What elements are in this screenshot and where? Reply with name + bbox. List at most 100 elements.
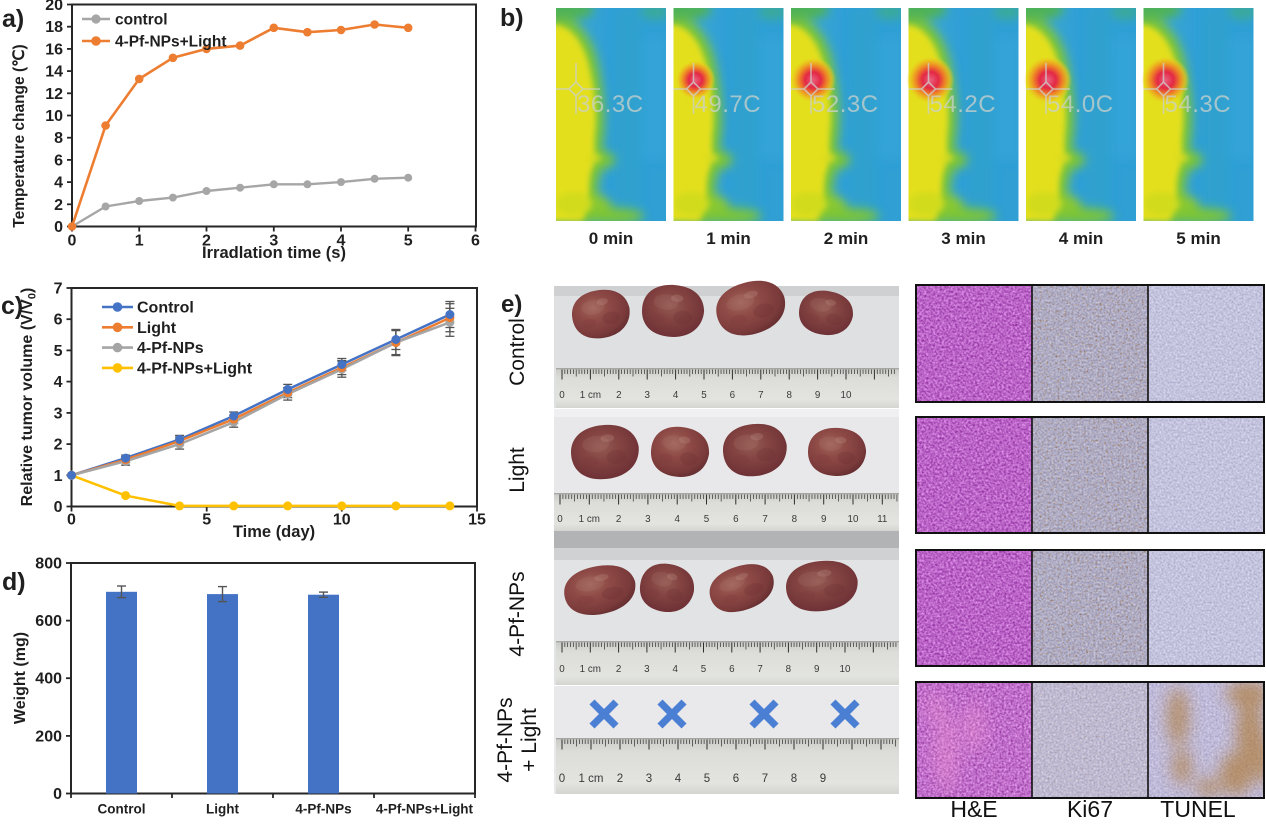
svg-text:52.3C: 52.3C — [812, 91, 879, 118]
svg-text:e): e) — [501, 291, 522, 318]
svg-text:4: 4 — [673, 390, 679, 401]
svg-text:4: 4 — [672, 664, 678, 675]
svg-text:0: 0 — [53, 786, 62, 803]
svg-text:3: 3 — [54, 405, 63, 422]
svg-text:54.3C: 54.3C — [1165, 91, 1232, 118]
svg-text:control: control — [115, 12, 168, 29]
svg-text:200: 200 — [35, 728, 62, 745]
svg-text:8: 8 — [786, 390, 792, 401]
svg-text:0: 0 — [54, 219, 63, 236]
svg-text:9: 9 — [814, 664, 819, 675]
svg-text:49.7C: 49.7C — [695, 91, 762, 118]
svg-text:Weight (mg): Weight (mg) — [12, 632, 29, 724]
svg-text:6: 6 — [733, 514, 739, 525]
svg-text:2: 2 — [616, 664, 621, 675]
svg-text:7: 7 — [762, 773, 768, 785]
svg-text:Control: Control — [137, 300, 194, 317]
svg-text:0: 0 — [67, 512, 76, 529]
svg-text:3: 3 — [269, 233, 278, 250]
svg-text:11: 11 — [877, 514, 887, 525]
svg-text:3: 3 — [645, 514, 651, 525]
svg-text:Temperature change (℃): Temperature change (℃) — [11, 44, 28, 227]
svg-text:Light: Light — [137, 320, 177, 337]
svg-text:6: 6 — [730, 390, 736, 401]
svg-text:1: 1 — [54, 468, 63, 485]
svg-text:0: 0 — [54, 499, 63, 516]
svg-text:6: 6 — [54, 312, 63, 329]
svg-text:0: 0 — [68, 233, 77, 250]
svg-text:4 min: 4 min — [1059, 229, 1103, 248]
svg-text:Light: Light — [506, 447, 529, 493]
svg-text:36.3C: 36.3C — [577, 91, 644, 118]
svg-text:c): c) — [1, 292, 23, 320]
svg-text:15: 15 — [468, 512, 486, 529]
svg-text:4-Pf-NPs: 4-Pf-NPs — [295, 802, 351, 817]
svg-text:3 min: 3 min — [941, 229, 985, 248]
svg-text:1 cm: 1 cm — [579, 773, 604, 785]
svg-text:4: 4 — [54, 374, 63, 391]
svg-text:Light: Light — [206, 802, 239, 817]
svg-text:10: 10 — [333, 512, 351, 529]
svg-text:d): d) — [2, 568, 26, 596]
svg-text:8: 8 — [791, 773, 797, 785]
svg-text:0 min: 0 min — [589, 229, 633, 248]
svg-text:2: 2 — [54, 197, 63, 214]
svg-text:5: 5 — [202, 512, 211, 529]
svg-text:10: 10 — [840, 664, 851, 675]
svg-text:4: 4 — [675, 773, 682, 785]
svg-text:600: 600 — [35, 613, 62, 630]
svg-text:0: 0 — [559, 773, 565, 785]
svg-text:Irradlation time (s): Irradlation time (s) — [202, 244, 346, 262]
svg-text:1: 1 — [135, 233, 144, 250]
svg-text:12: 12 — [45, 86, 63, 103]
svg-text:16: 16 — [45, 41, 63, 58]
svg-text:10: 10 — [848, 514, 859, 525]
svg-text:Relative tumor volume (V/V0): Relative tumor volume (V/V0) — [19, 288, 39, 507]
svg-text:0: 0 — [559, 390, 565, 401]
svg-text:8: 8 — [786, 664, 792, 675]
svg-text:H&E: H&E — [950, 796, 997, 821]
svg-text:Time (day): Time (day) — [233, 523, 315, 541]
svg-text:14: 14 — [45, 64, 63, 81]
svg-text:6: 6 — [729, 664, 735, 675]
svg-text:5: 5 — [701, 390, 707, 401]
svg-text:9: 9 — [815, 390, 820, 401]
svg-text:4-Pf-NPs: 4-Pf-NPs — [137, 340, 204, 357]
svg-text:4-Pf-NPs+Light: 4-Pf-NPs+Light — [137, 360, 253, 377]
svg-text:3: 3 — [644, 390, 650, 401]
svg-text:2: 2 — [202, 233, 211, 250]
svg-text:8: 8 — [792, 514, 798, 525]
svg-text:800: 800 — [35, 556, 62, 573]
svg-text:5: 5 — [704, 514, 710, 525]
svg-text:2: 2 — [617, 773, 623, 785]
svg-text:1 min: 1 min — [706, 229, 750, 248]
svg-text:6: 6 — [471, 233, 480, 250]
svg-text:Control: Control — [506, 318, 529, 386]
svg-text:3: 3 — [644, 664, 650, 675]
svg-text:5: 5 — [54, 343, 63, 360]
svg-text:b): b) — [500, 4, 524, 32]
svg-text:54.0C: 54.0C — [1047, 91, 1114, 118]
svg-text:2: 2 — [616, 390, 621, 401]
svg-text:7: 7 — [758, 390, 763, 401]
svg-text:1 cm: 1 cm — [579, 514, 600, 525]
svg-text:1 cm: 1 cm — [580, 664, 601, 675]
svg-text:4-Pf-NPs: 4-Pf-NPs — [494, 697, 517, 782]
svg-text:1 cm: 1 cm — [580, 390, 601, 401]
svg-text:4-Pf-NPs+Light: 4-Pf-NPs+Light — [115, 34, 227, 51]
svg-text:54.2C: 54.2C — [930, 91, 997, 118]
svg-text:5: 5 — [701, 664, 707, 675]
svg-text:6: 6 — [733, 773, 739, 785]
svg-text:2 min: 2 min — [824, 229, 868, 248]
svg-text:18: 18 — [45, 19, 63, 36]
svg-text:5: 5 — [704, 773, 710, 785]
svg-text:9: 9 — [820, 773, 826, 785]
svg-text:a): a) — [2, 5, 24, 33]
svg-text:8: 8 — [54, 130, 63, 147]
svg-text:+ Light: + Light — [518, 708, 541, 772]
svg-text:0: 0 — [559, 664, 565, 675]
svg-text:4-Pf-NPs: 4-Pf-NPs — [506, 571, 529, 656]
svg-text:2: 2 — [616, 514, 621, 525]
svg-text:6: 6 — [54, 152, 63, 169]
svg-text:20: 20 — [45, 0, 63, 14]
